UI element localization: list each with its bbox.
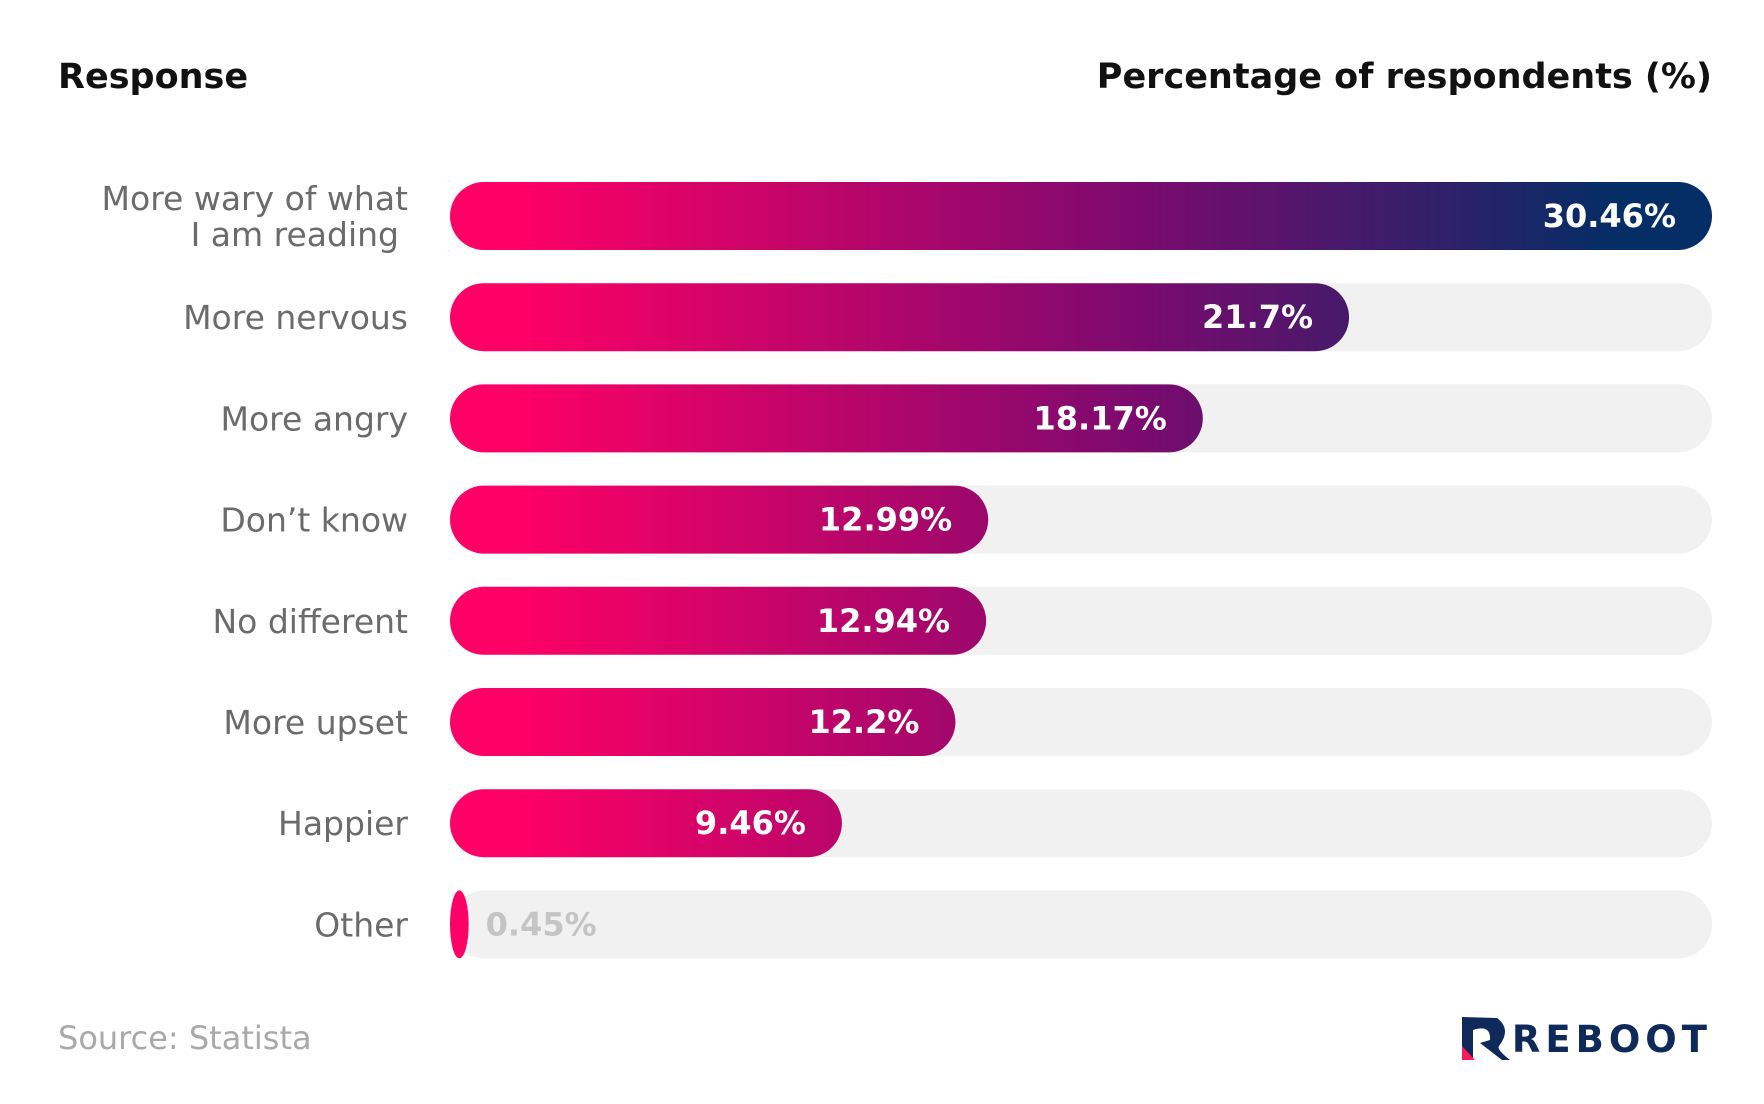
bar xyxy=(450,384,1203,453)
x-axis-title: Response xyxy=(58,57,248,97)
value-label: 21.7% xyxy=(1202,298,1313,336)
bars-group: More wary of what I am reading 30.46% More … xyxy=(102,179,1712,959)
category-label: Happier xyxy=(278,804,408,843)
category-label: More wary of what I am reading xyxy=(102,179,409,254)
reboot-logo-text: REBOOT xyxy=(1512,1018,1712,1061)
category-label: More nervous xyxy=(183,298,408,337)
y-axis-title: Percentage of respondents (%) xyxy=(1097,57,1712,97)
value-label: 12.99% xyxy=(819,501,952,539)
bar xyxy=(450,182,1712,250)
value-label: 18.17% xyxy=(1034,399,1167,437)
value-label: 12.94% xyxy=(817,602,950,640)
category-label: More upset xyxy=(223,703,408,742)
bar xyxy=(450,688,956,756)
value-label: 12.2% xyxy=(808,703,919,741)
bar-track xyxy=(450,890,1712,959)
bar xyxy=(450,586,987,655)
source-note: Source: Statista xyxy=(58,1019,312,1057)
reboot-logo: REBOOT xyxy=(1462,1017,1712,1061)
bar xyxy=(450,485,989,554)
bar xyxy=(450,283,1350,352)
value-label: 30.46% xyxy=(1543,197,1676,235)
reboot-logo-icon xyxy=(1462,1017,1510,1060)
category-label: Don’t know xyxy=(220,501,408,540)
bar xyxy=(450,890,469,959)
value-label: 0.45% xyxy=(486,905,597,943)
category-label: Other xyxy=(314,905,408,944)
category-label: No different xyxy=(212,602,408,641)
value-label: 9.46% xyxy=(695,804,806,842)
category-label: More angry xyxy=(221,399,408,438)
bar xyxy=(450,789,842,858)
